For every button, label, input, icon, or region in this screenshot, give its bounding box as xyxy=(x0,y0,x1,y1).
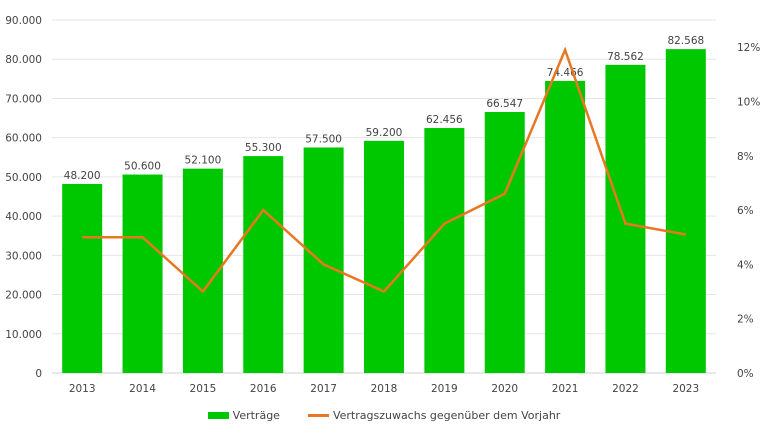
x-tick-label: 2020 xyxy=(491,383,518,395)
right-tick-label: 6% xyxy=(737,205,754,217)
left-tick-label: 60.000 xyxy=(5,133,42,145)
bar xyxy=(243,156,284,373)
left-tick-label: 20.000 xyxy=(5,290,42,302)
left-tick-label: 40.000 xyxy=(5,211,42,223)
left-tick-label: 90.000 xyxy=(5,15,42,27)
x-tick-label: 2022 xyxy=(612,383,639,395)
bar xyxy=(424,128,465,373)
x-tick-label: 2019 xyxy=(431,383,458,395)
x-tick-label: 2013 xyxy=(69,383,96,395)
left-tick-label: 10.000 xyxy=(5,329,42,341)
bar-data-label: 48.200 xyxy=(64,170,101,182)
bar xyxy=(182,168,223,373)
bar xyxy=(484,111,525,373)
legend-label: Vertragszuwachs gegenüber dem Vorjahr xyxy=(332,409,561,422)
bar-data-label: 78.562 xyxy=(607,51,644,63)
right-tick-label: 10% xyxy=(737,96,760,108)
bar xyxy=(303,147,344,373)
bar xyxy=(665,49,706,373)
right-tick-label: 2% xyxy=(737,314,754,326)
bar xyxy=(545,80,586,374)
bar-data-label: 62.456 xyxy=(426,114,463,126)
left-tick-label: 30.000 xyxy=(5,250,42,262)
left-tick-label: 50.000 xyxy=(5,172,42,184)
bar xyxy=(62,183,103,373)
legend-item-vertraege[interactable]: Verträge xyxy=(207,409,280,422)
x-tick-label: 2016 xyxy=(250,383,277,395)
legend-swatch-bar xyxy=(207,412,229,419)
bar-data-label: 74.466 xyxy=(547,67,584,79)
left-tick-label: 0 xyxy=(35,368,42,380)
right-tick-label: 12% xyxy=(737,42,760,54)
bar-data-label: 52.100 xyxy=(185,155,222,167)
legend-label: Verträge xyxy=(232,409,280,422)
bar-data-label: 82.568 xyxy=(667,35,704,47)
x-tick-label: 2017 xyxy=(310,383,337,395)
x-tick-label: 2021 xyxy=(552,383,579,395)
bar-data-label: 66.547 xyxy=(486,98,523,110)
right-tick-label: 0% xyxy=(737,368,754,380)
bar-data-label: 57.500 xyxy=(305,133,342,145)
bar xyxy=(605,64,646,374)
x-tick-label: 2015 xyxy=(190,383,217,395)
legend-item-zuwachs[interactable]: Vertragszuwachs gegenüber dem Vorjahr xyxy=(307,409,561,422)
bar-data-label: 55.300 xyxy=(245,142,282,154)
bar-data-label: 59.200 xyxy=(366,127,403,139)
bar xyxy=(122,174,163,373)
left-tick-label: 70.000 xyxy=(5,93,42,105)
legend: Verträge Vertragszuwachs gegenüber dem V… xyxy=(0,409,768,422)
left-tick-label: 80.000 xyxy=(5,54,42,66)
bar xyxy=(364,140,404,373)
legend-swatch-line xyxy=(307,414,329,417)
x-tick-label: 2018 xyxy=(371,383,398,395)
x-tick-label: 2023 xyxy=(672,383,699,395)
x-tick-label: 2014 xyxy=(129,383,156,395)
right-tick-label: 4% xyxy=(737,259,754,271)
right-tick-label: 8% xyxy=(737,151,754,163)
bar-data-label: 50.600 xyxy=(124,161,161,173)
